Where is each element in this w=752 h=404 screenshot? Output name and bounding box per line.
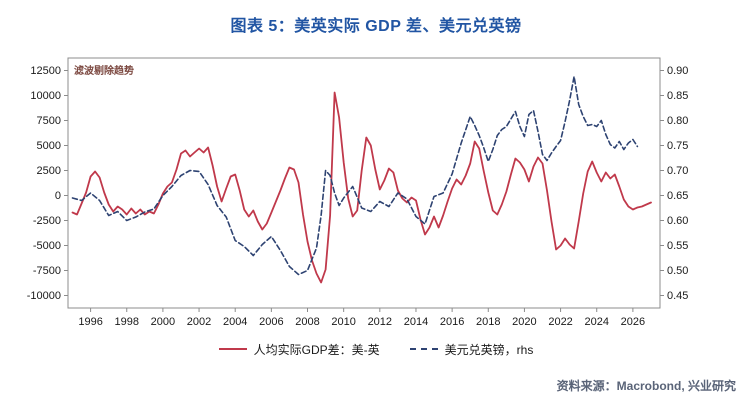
- x-axis-tick-label: 2008: [295, 316, 319, 328]
- x-axis-tick-label: 2010: [331, 316, 355, 328]
- left-axis-tick-label: 5000: [37, 140, 61, 152]
- right-axis-tick-label: 0.80: [667, 115, 688, 127]
- chart-area: 12500 10000 7500 5000 2500 0 -2500 -5000 -7500 -1…: [0, 38, 752, 334]
- source-note: 资料来源：Macrobond, 兴业研究: [556, 379, 736, 393]
- series-line-1: [71, 75, 639, 276]
- right-axis-tick-label: 0.55: [667, 240, 688, 252]
- x-axis-tick-label: 2004: [223, 316, 247, 328]
- x-axis-tick-label: 2006: [259, 316, 283, 328]
- x-axis-tick-label: 2012: [368, 316, 392, 328]
- x-axis-tick-label: 2016: [440, 316, 464, 328]
- legend-item-gdp-gap: 人均实际GDP差：美-英: [218, 341, 380, 358]
- solid-line-swatch-icon: [218, 348, 247, 350]
- legend-item-usd-gbp: 美元兑英镑，rhs: [409, 341, 534, 358]
- plot-border: [67, 57, 661, 309]
- left-axis-tick-label: -5000: [33, 240, 61, 252]
- x-axis-tick-label: 2024: [584, 316, 608, 328]
- legend: 人均实际GDP差：美-英 美元兑英镑，rhs: [0, 338, 752, 360]
- x-axis-tick-label: 2018: [476, 316, 500, 328]
- x-axis-tick-label: 1998: [115, 316, 139, 328]
- series-line-0: [71, 91, 652, 284]
- legend-label-gdp-gap: 人均实际GDP差：美-英: [253, 342, 380, 357]
- right-axis-tick-label: 0.70: [667, 165, 688, 177]
- left-axis-tick-label: -2500: [33, 215, 61, 227]
- x-axis-tick-label: 2000: [151, 316, 175, 328]
- legend-label-usd-gbp: 美元兑英镑，rhs: [444, 342, 534, 357]
- x-axis-tick-label: 2014: [404, 316, 428, 328]
- right-axis-tick-label: 0.75: [667, 140, 688, 152]
- right-axis-tick-label: 0.90: [667, 65, 688, 77]
- left-axis-tick-label: -7500: [33, 265, 61, 277]
- left-axis-tick-label: 0: [55, 190, 61, 202]
- right-axis-tick-label: 0.85: [667, 90, 688, 102]
- right-axis-tick-label: 0.50: [667, 265, 688, 277]
- left-axis-tick-label: 2500: [37, 165, 61, 177]
- x-axis-tick-label: 2022: [548, 316, 572, 328]
- dashed-line-swatch-icon: [409, 348, 438, 350]
- left-axis-tick-label: 12500: [30, 65, 61, 77]
- x-axis-tick-label: 2020: [512, 316, 536, 328]
- right-axis-tick-label: 0.65: [667, 190, 688, 202]
- left-axis-tick-label: 10000: [30, 90, 61, 102]
- right-axis-tick-label: 0.45: [667, 290, 688, 302]
- x-axis-tick-label: 2002: [187, 316, 211, 328]
- chart-title: 图表 5：美英实际 GDP 差、美元兑英镑: [230, 18, 522, 35]
- left-axis-tick-label: 7500: [37, 115, 61, 127]
- x-axis-tick-label: 1996: [78, 316, 102, 328]
- plot-svg: 12500 10000 7500 5000 2500 0 -2500 -5000 -7500 -1…: [27, 57, 688, 328]
- left-axis-tick-label: -10000: [27, 290, 61, 302]
- x-axis-tick-label: 2026: [621, 316, 645, 328]
- detrend-annotation: 滤波剔除趋势: [74, 66, 134, 77]
- right-axis-tick-label: 0.60: [667, 215, 688, 227]
